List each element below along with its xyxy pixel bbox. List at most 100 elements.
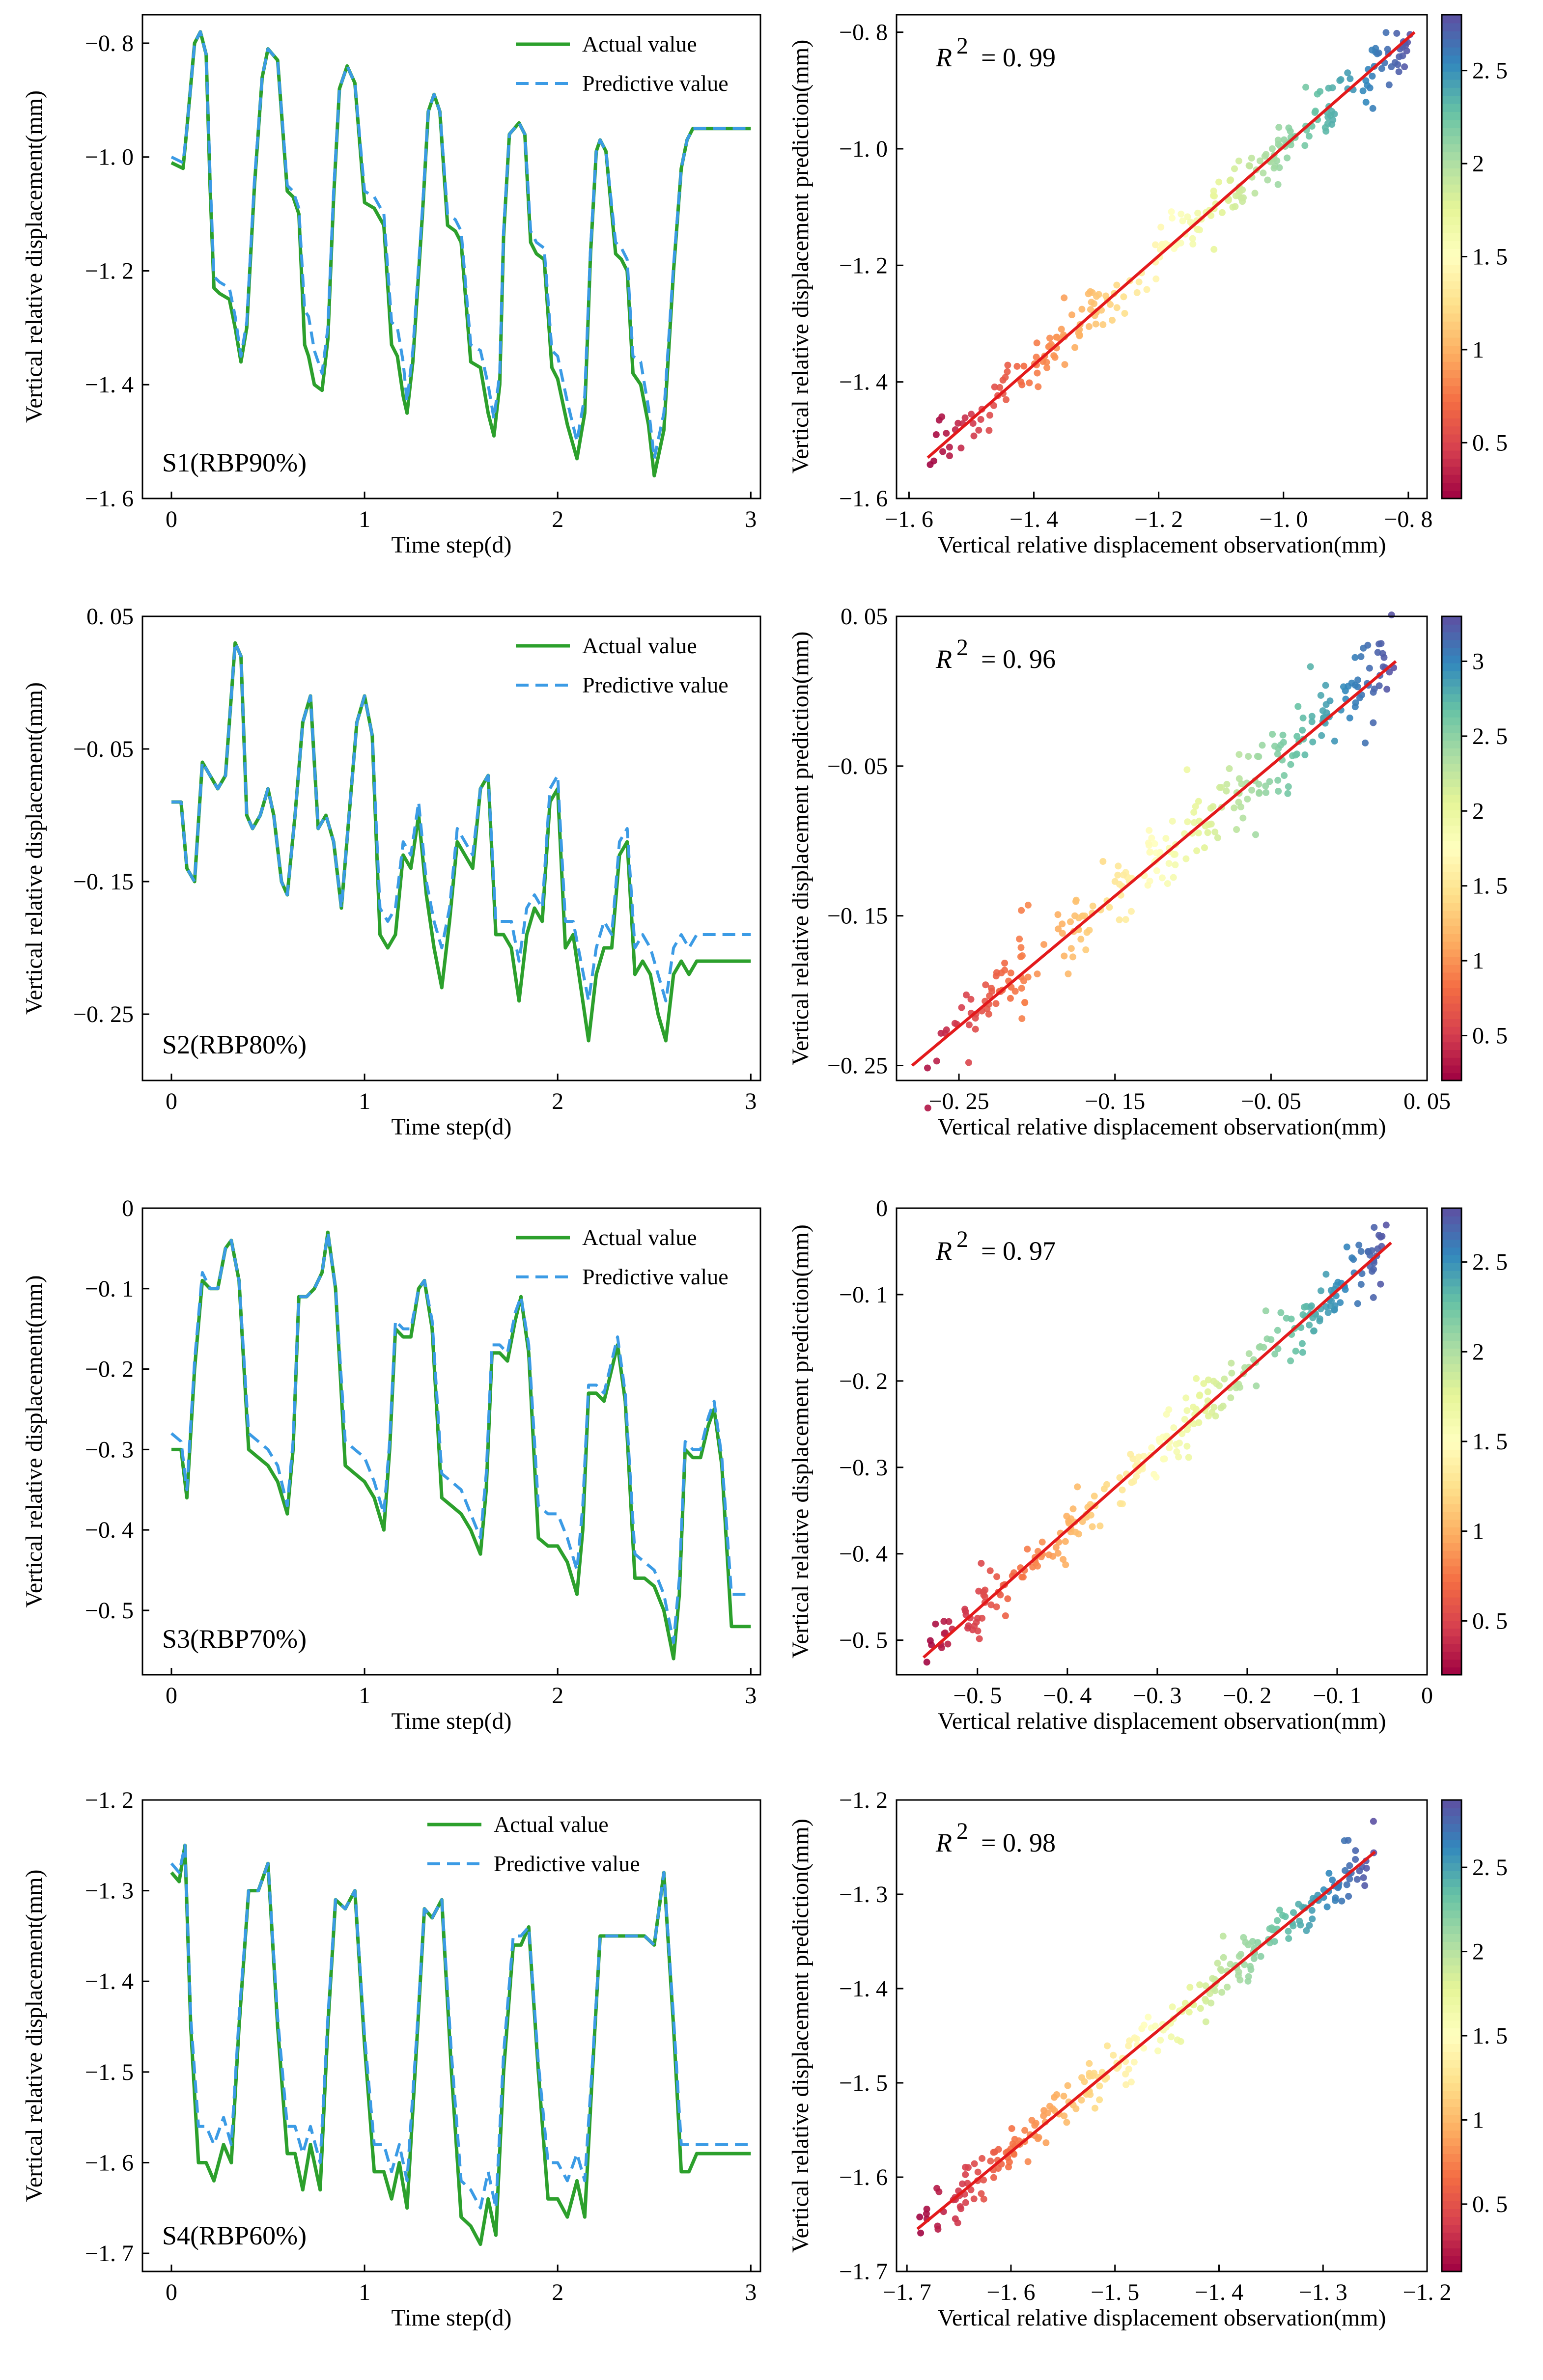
scatter-point — [1067, 945, 1075, 952]
colorbar-segment — [1442, 902, 1461, 911]
y-tick-label: −1. 2 — [839, 252, 888, 278]
scatter-point — [1197, 2005, 1204, 2012]
scatter-point — [1060, 1556, 1067, 1563]
scatter-point — [1126, 2037, 1133, 2045]
scatter-point — [975, 426, 982, 434]
scatter-point — [1201, 844, 1208, 852]
scatter-point — [1231, 165, 1238, 172]
scatter-point — [1337, 1299, 1344, 1306]
scatter-point — [1146, 842, 1152, 849]
scatter-point — [1063, 1513, 1070, 1520]
scatter-point — [961, 414, 969, 421]
r2-superscript: 2 — [956, 1818, 968, 1844]
scatter-point — [1146, 827, 1153, 834]
colorbar-segment — [1442, 1926, 1461, 1934]
y-tick-label: −1. 7 — [85, 2241, 134, 2267]
scatter-point — [1308, 1302, 1315, 1309]
colorbar-segment — [1442, 305, 1461, 314]
colorbar-segment — [1442, 2177, 1461, 2186]
scatter-point — [1075, 1530, 1082, 1538]
colorbar-segment — [1442, 717, 1461, 725]
y-tick-label: −0. 25 — [73, 1001, 134, 1027]
colorbar-segment — [1442, 988, 1461, 996]
scatter-point — [1007, 995, 1014, 1002]
colorbar-segment — [1442, 1356, 1461, 1364]
scatter-point — [990, 2174, 997, 2181]
scatter-point — [926, 461, 934, 469]
colorbar-segment — [1442, 1239, 1461, 1248]
scatter-point — [979, 1614, 986, 1622]
colorbar-tick-label: 2 — [1472, 1939, 1484, 1965]
colorbar-segment — [1442, 1800, 1461, 1808]
scatter-point — [1302, 83, 1310, 91]
scatter-point — [1091, 1493, 1098, 1500]
scatter-point — [1322, 682, 1329, 689]
scatter-point — [1210, 246, 1218, 253]
scatter-point — [1069, 1505, 1077, 1513]
scatter-point — [970, 2195, 978, 2203]
colorbar-segment — [1442, 1247, 1461, 1255]
colorbar-segment — [1442, 2240, 1461, 2248]
panel-tag: S3(RBP70%) — [162, 1624, 307, 1654]
scatter-point — [1211, 1987, 1219, 1994]
y-tick-label: 0. 05 — [86, 604, 134, 630]
y-tick-label: −0. 1 — [85, 1276, 134, 1302]
colorbar-segment — [1442, 474, 1461, 483]
scatter-point — [940, 1618, 948, 1625]
scatter-point — [986, 1567, 994, 1575]
scatter-point — [1157, 2037, 1164, 2044]
scatter-point — [1114, 871, 1122, 879]
scatter-point — [1316, 1315, 1323, 1323]
scatter-point — [1235, 157, 1242, 165]
colorbar-segment — [1442, 71, 1461, 80]
scatter-point — [1211, 193, 1218, 200]
x-tick-label: −0. 2 — [1223, 1683, 1271, 1709]
scatter-point — [979, 2155, 986, 2162]
colorbar-segment — [1442, 2185, 1461, 2193]
scatter-point — [1154, 2047, 1161, 2054]
scatter-point — [1274, 1327, 1281, 1334]
colorbar-segment — [1442, 353, 1461, 362]
colorbar-segment — [1442, 1894, 1461, 1903]
colorbar-segment — [1442, 1216, 1461, 1224]
colorbar: 0. 5 1 1. 5 2 2. 5 — [1441, 1799, 1508, 2272]
scatter-point — [1374, 649, 1381, 656]
scatter-point — [980, 2195, 987, 2203]
colorbar-segment — [1442, 1659, 1461, 1668]
scatter-point — [1017, 953, 1024, 960]
colorbar-segment — [1442, 833, 1461, 841]
scatter-point — [1018, 1574, 1026, 1581]
scatter-point — [1086, 2060, 1093, 2067]
scatter-point — [954, 2219, 961, 2227]
scatter-point — [1003, 396, 1010, 403]
predictive-value-line — [171, 641, 751, 1002]
scatter-point — [1042, 2139, 1050, 2146]
scatter-point — [1061, 2112, 1068, 2120]
colorbar-segment — [1442, 63, 1461, 72]
colorbar-segment — [1442, 329, 1461, 338]
colorbar-segment — [1442, 1574, 1461, 1582]
scatter-point — [1133, 289, 1141, 296]
scatter-point — [1338, 1897, 1346, 1905]
colorbar-segment — [1442, 2059, 1461, 2068]
scatter-point — [986, 412, 993, 419]
y-axis-label: Vertical relative displacement predictio… — [787, 632, 814, 1066]
scatter-point — [1346, 1875, 1353, 1882]
colorbar-segment — [1442, 1651, 1461, 1660]
scatter-point — [1371, 1224, 1378, 1231]
scatter-point — [1119, 1486, 1126, 1494]
legend-predictive-label: Predictive value — [582, 71, 729, 96]
scatter-point — [1148, 1444, 1155, 1451]
scatter-point — [1252, 831, 1259, 838]
scatter-point — [1107, 301, 1114, 308]
scatter-point — [1277, 742, 1284, 749]
scatter-point — [971, 2160, 978, 2167]
colorbar-segment — [1442, 1566, 1461, 1575]
colorbar-segment — [1442, 1542, 1461, 1551]
scatter-point — [1295, 1901, 1302, 1908]
colorbar-segment — [1442, 2106, 1461, 2115]
colorbar-segment — [1442, 458, 1461, 467]
scatter-point — [1226, 177, 1234, 184]
y-tick-label: −1. 7 — [839, 2259, 888, 2285]
scatter-point — [1096, 1522, 1104, 1529]
